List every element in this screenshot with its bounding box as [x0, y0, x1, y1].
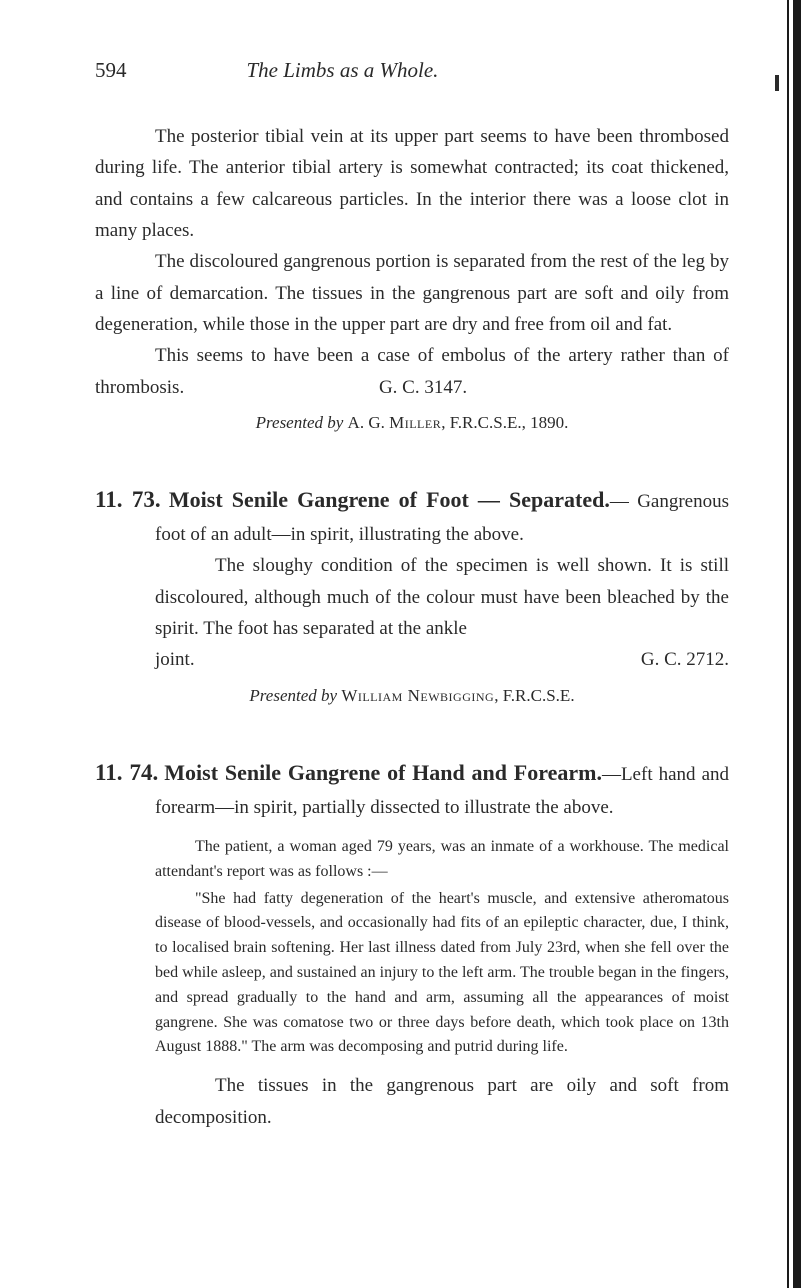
joint-word: joint. — [155, 644, 195, 675]
entry-73-number: 11. 73. — [95, 487, 161, 512]
presented-by-line-2: Presented by William Newbigging, F.R.C.S… — [95, 686, 729, 706]
page-header: 594 The Limbs as a Whole. — [95, 58, 729, 83]
tick-mark — [775, 75, 779, 91]
presented-prefix: Presented by — [256, 413, 348, 432]
scan-edge-border-inner — [787, 0, 789, 1288]
entry-74-number: 11. 74. — [95, 760, 158, 785]
entry-74-small1: The patient, a woman aged 79 years, was … — [155, 835, 729, 885]
entry-74: 11. 74. Moist Senile Gangrene of Hand an… — [95, 754, 729, 1133]
continuation-section: The posterior tibial vein at its upper p… — [95, 121, 729, 433]
page-number: 594 — [95, 58, 127, 83]
presented-by-line-1: Presented by A. G. Miller, F.R.C.S.E., 1… — [95, 413, 729, 433]
entry-74-body2: The tissues in the gangrenous part are o… — [155, 1070, 729, 1133]
catalog-ref-3147: G. C. 3147. — [379, 377, 467, 398]
entry-73-title: Moist Senile Gangrene of Foot — Separate… — [169, 487, 610, 512]
catalog-ref-2712: G. C. 2712. — [641, 644, 729, 675]
entry-74-small2: "She had fatty degeneration of the heart… — [155, 887, 729, 1061]
scan-edge-border — [793, 0, 801, 1288]
entry-73-body2: The sloughy condition of the specimen is… — [155, 550, 729, 644]
entry-73-joint-line: joint. G. C. 2712. — [155, 644, 729, 675]
entry-74-small-text: The patient, a woman aged 79 years, was … — [155, 835, 729, 1060]
entry-73-heading: 11. 73. Moist Senile Gangrene of Foot — … — [155, 481, 729, 550]
entry-74-title: Moist Senile Gangrene of Hand and Forear… — [164, 760, 602, 785]
entry-74-heading: 11. 74. Moist Senile Gangrene of Hand an… — [155, 754, 729, 823]
continuation-para-2: The discoloured gangrenous portion is se… — [95, 246, 729, 340]
entry-73-dash: — — [610, 491, 629, 512]
presented-name: A. G. Miller, F.R.C.S.E., — [348, 413, 531, 432]
presented-prefix-2: Presented by — [249, 686, 341, 705]
presented-name-2: William Newbigging, F.R.C.S.E. — [341, 686, 574, 705]
presented-year: 1890. — [530, 413, 568, 432]
entry-74-dash: — — [602, 764, 621, 785]
continuation-para-1: The posterior tibial vein at its upper p… — [95, 121, 729, 246]
entry-73: 11. 73. Moist Senile Gangrene of Foot — … — [95, 481, 729, 706]
running-title: The Limbs as a Whole. — [247, 58, 439, 83]
continuation-para-3: This seems to have been a case of embolu… — [95, 340, 729, 403]
